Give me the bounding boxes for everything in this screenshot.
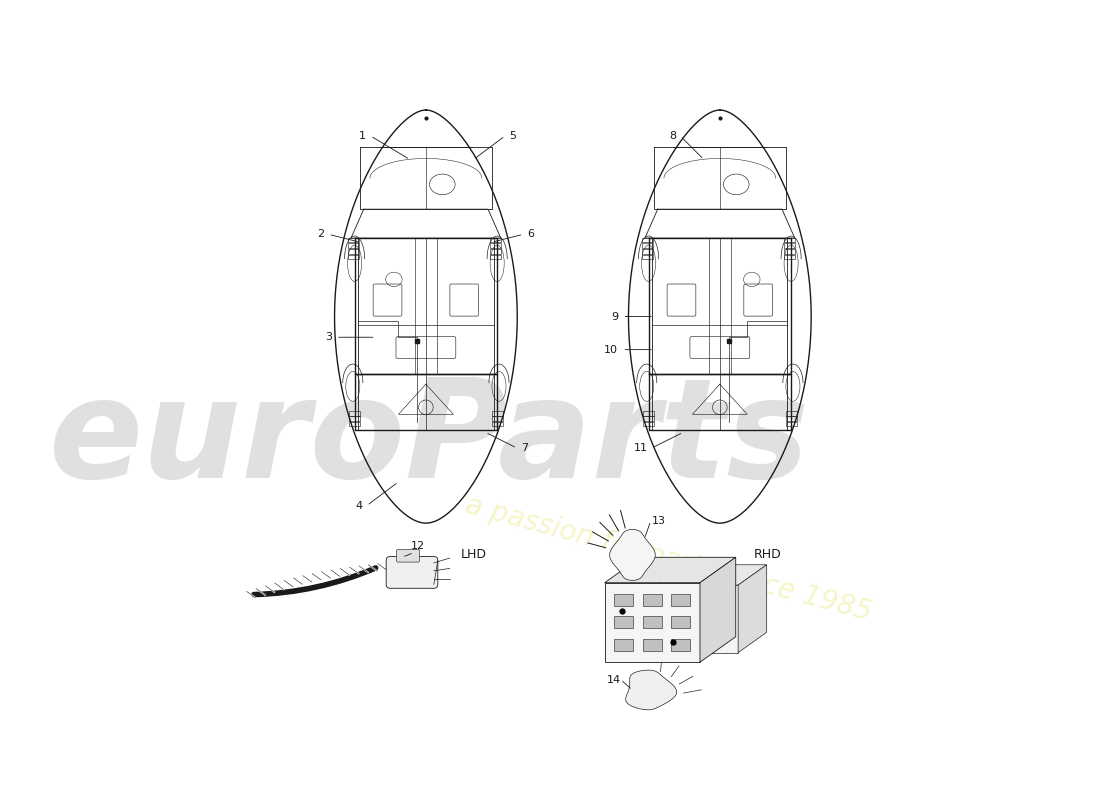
Text: euroParts: euroParts — [50, 372, 811, 507]
Text: 12: 12 — [411, 541, 425, 551]
Bar — [784, 238, 795, 242]
Polygon shape — [626, 670, 676, 710]
Polygon shape — [605, 558, 736, 582]
Bar — [642, 639, 662, 651]
Bar — [784, 249, 795, 254]
Bar — [641, 255, 652, 259]
Bar — [642, 617, 662, 629]
Text: 13: 13 — [652, 516, 667, 526]
Bar — [614, 594, 634, 606]
Bar — [348, 255, 359, 259]
Bar — [644, 416, 654, 421]
Bar — [784, 255, 795, 259]
Bar — [785, 422, 796, 426]
Bar — [671, 639, 691, 651]
Text: 5: 5 — [509, 130, 516, 141]
FancyBboxPatch shape — [386, 557, 438, 588]
Bar — [492, 422, 503, 426]
Polygon shape — [738, 565, 767, 653]
Polygon shape — [609, 530, 656, 580]
Bar — [491, 249, 502, 254]
Bar — [644, 422, 654, 426]
Bar — [785, 416, 796, 421]
Text: 14: 14 — [606, 674, 620, 685]
Bar — [491, 243, 502, 248]
Bar — [348, 238, 359, 242]
Bar — [349, 422, 360, 426]
Text: LHD: LHD — [461, 549, 486, 562]
Text: 11: 11 — [634, 443, 648, 453]
Bar — [641, 249, 652, 254]
Text: 7: 7 — [521, 443, 528, 453]
Bar — [492, 416, 503, 421]
FancyBboxPatch shape — [396, 550, 419, 562]
Bar — [671, 594, 691, 606]
Text: 9: 9 — [612, 311, 618, 322]
Bar — [671, 617, 691, 629]
Text: RHD: RHD — [754, 549, 781, 562]
Text: 3: 3 — [324, 332, 332, 342]
Bar — [785, 411, 796, 416]
Text: 10: 10 — [604, 345, 618, 354]
Text: a passion for parts since 1985: a passion for parts since 1985 — [462, 491, 874, 626]
Polygon shape — [657, 585, 738, 653]
Bar — [491, 255, 502, 259]
Bar — [614, 639, 634, 651]
Text: 6: 6 — [527, 230, 535, 239]
Bar — [642, 594, 662, 606]
Bar — [349, 411, 360, 416]
Bar — [641, 243, 652, 248]
Text: 4: 4 — [355, 501, 363, 510]
Bar — [348, 249, 359, 254]
Bar — [349, 416, 360, 421]
Bar — [491, 238, 502, 242]
Polygon shape — [605, 582, 700, 662]
Bar — [492, 411, 503, 416]
Bar — [348, 243, 359, 248]
Polygon shape — [657, 565, 767, 585]
Bar — [644, 411, 654, 416]
Bar — [784, 243, 795, 248]
Text: 8: 8 — [669, 130, 676, 141]
Text: 2: 2 — [317, 230, 324, 239]
Text: 1: 1 — [360, 130, 366, 141]
Polygon shape — [700, 558, 736, 662]
Bar — [614, 617, 634, 629]
Bar — [641, 238, 652, 242]
